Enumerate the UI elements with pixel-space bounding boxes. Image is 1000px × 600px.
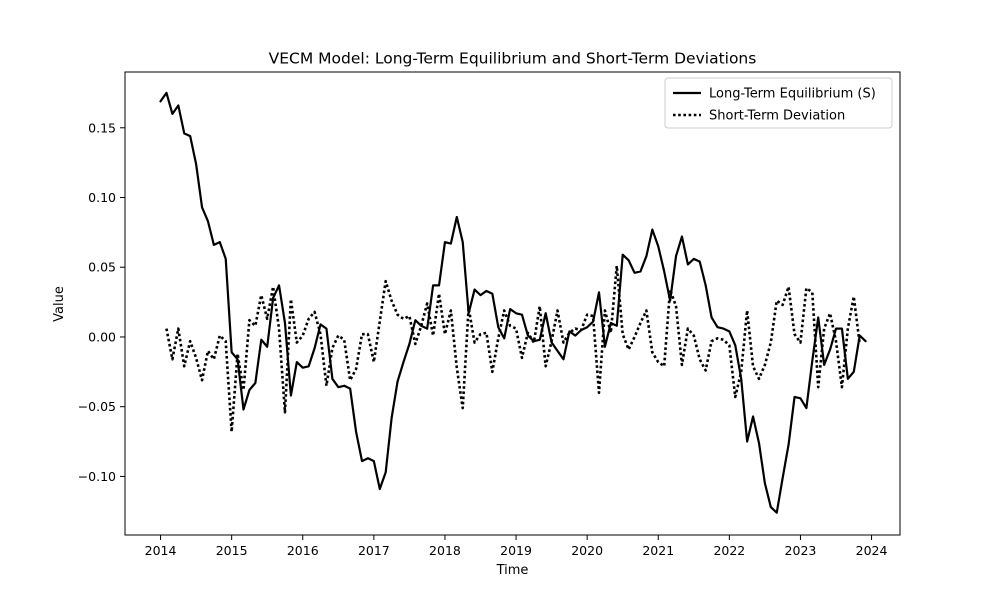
axes: 2014 2015 2016 2017 2018 2019 2020 2021 2022 2023… bbox=[78, 71, 901, 558]
chart-title: VECM Model: Long-Term Equilibrium and Sh… bbox=[269, 50, 757, 68]
legend: Long-Term Equilibrium (S) Short-Term Devi… bbox=[664, 77, 893, 129]
x-tick-label: 2014 bbox=[145, 543, 177, 558]
y-tick-label: 0.15 bbox=[88, 120, 116, 135]
x-tick-label: 2016 bbox=[287, 543, 319, 558]
legend-box bbox=[664, 77, 893, 129]
plot-frame bbox=[124, 71, 901, 536]
series-line-long-term-equilibrium bbox=[159, 91, 867, 514]
y-axis-title: Value bbox=[52, 286, 67, 322]
x-tick-label: 2024 bbox=[856, 543, 888, 558]
y-tick-label: 0.10 bbox=[88, 190, 116, 205]
x-tick-label: 2022 bbox=[713, 543, 745, 558]
x-tick-label: 2019 bbox=[500, 543, 532, 558]
x-tick-label: 2020 bbox=[571, 543, 603, 558]
plot-area bbox=[159, 91, 867, 514]
y-tick-label: −0.05 bbox=[78, 399, 116, 414]
y-tick-label: −0.10 bbox=[78, 469, 116, 484]
x-tick-label: 2015 bbox=[216, 543, 248, 558]
x-tick-label: 2023 bbox=[785, 543, 817, 558]
legend-label: Short-Term Deviation bbox=[709, 109, 845, 124]
x-tick-label: 2017 bbox=[358, 543, 390, 558]
series-group bbox=[159, 91, 867, 514]
y-tick-label: 0.05 bbox=[88, 260, 116, 275]
x-tick-label: 2021 bbox=[642, 543, 674, 558]
x-tick-label: 2018 bbox=[429, 543, 461, 558]
x-axis-title: Time bbox=[496, 563, 529, 578]
y-tick-label: 0.00 bbox=[88, 329, 116, 344]
legend-label: Long-Term Equilibrium (S) bbox=[709, 87, 876, 102]
